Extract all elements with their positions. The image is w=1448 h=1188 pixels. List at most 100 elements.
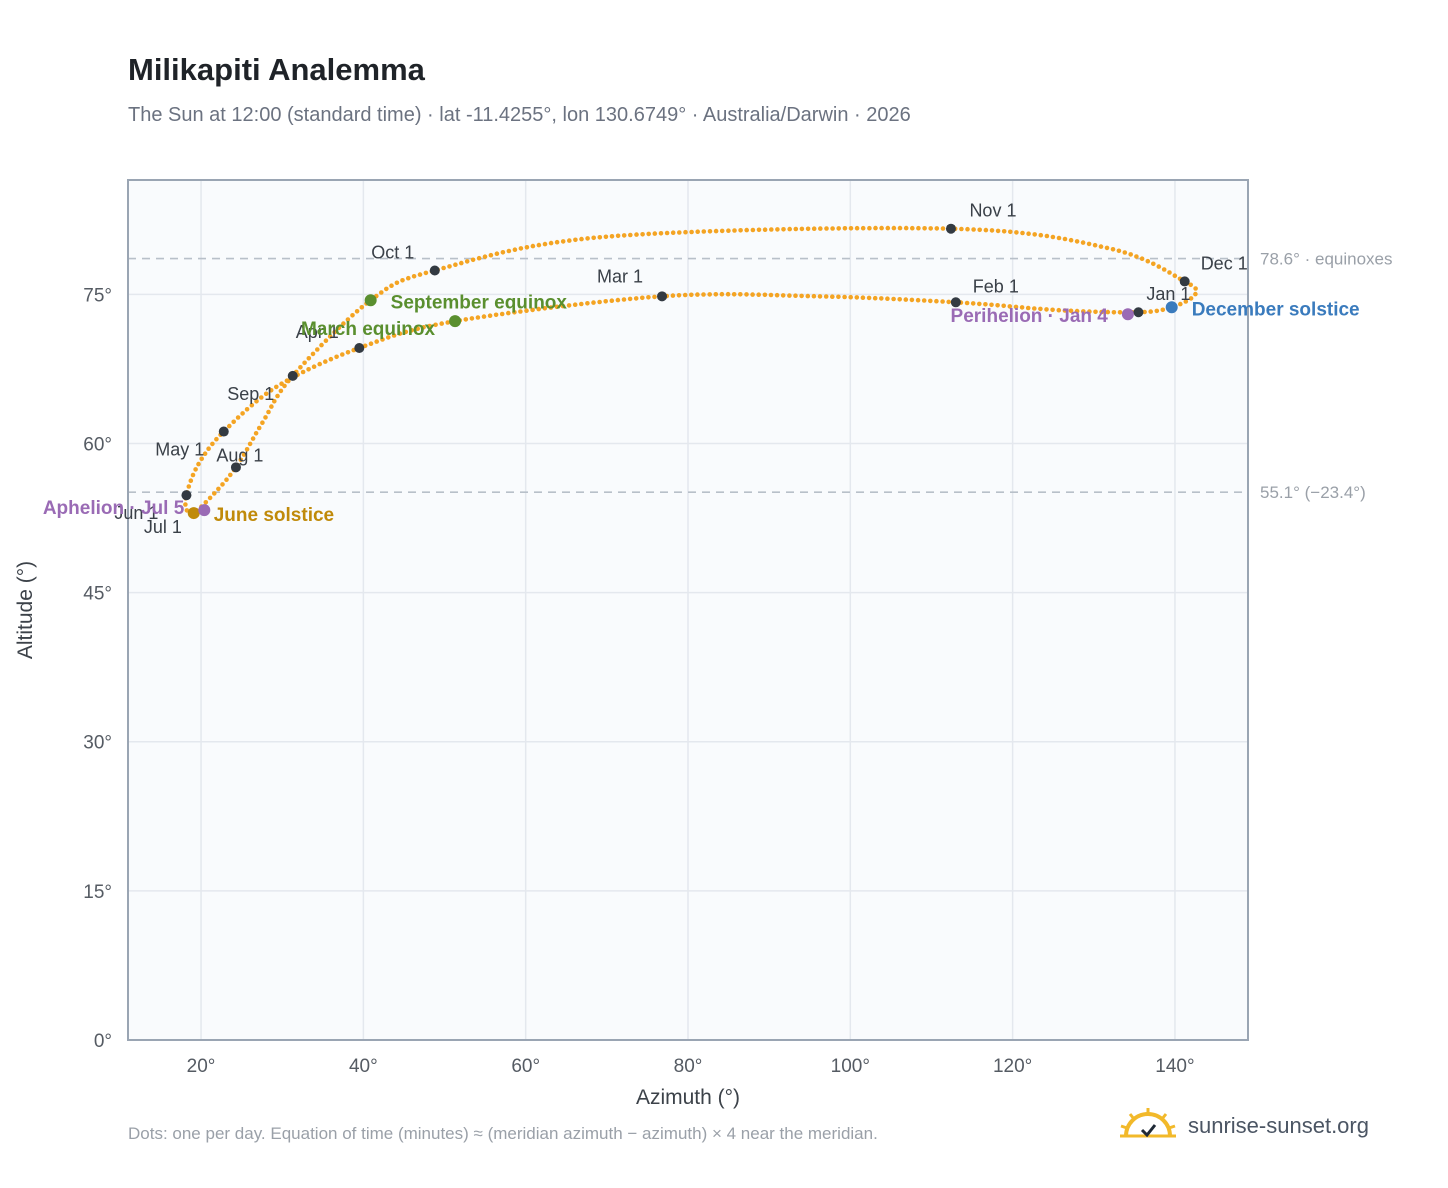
daily-sun-dot bbox=[1074, 308, 1080, 314]
daily-sun-dot bbox=[1050, 307, 1055, 313]
daily-sun-dot bbox=[400, 278, 405, 283]
daily-sun-dot bbox=[726, 228, 731, 233]
daily-sun-dot bbox=[1080, 240, 1086, 245]
daily-sun-dot bbox=[350, 313, 355, 318]
daily-sun-dot bbox=[530, 307, 535, 313]
x-tick-label: 40° bbox=[349, 1056, 378, 1077]
daily-sun-dot bbox=[391, 333, 397, 338]
daily-sun-dot bbox=[386, 335, 391, 340]
daily-sun-dot bbox=[811, 226, 817, 231]
daily-sun-dot bbox=[354, 309, 360, 314]
month-label: Jun 1 bbox=[114, 503, 158, 523]
daily-sun-dot bbox=[247, 441, 253, 447]
daily-sun-dot bbox=[572, 302, 578, 308]
daily-sun-dot bbox=[1014, 230, 1019, 235]
daily-sun-dot bbox=[744, 227, 749, 233]
daily-sun-dot bbox=[1154, 308, 1160, 314]
month-marker bbox=[945, 223, 956, 234]
daily-sun-dot bbox=[193, 467, 198, 472]
daily-sun-dot bbox=[240, 411, 245, 416]
daily-sun-dot bbox=[787, 226, 792, 232]
daily-sun-dot bbox=[278, 388, 284, 394]
sun-logo-icon bbox=[1120, 1108, 1176, 1138]
daily-sun-dot bbox=[310, 351, 316, 357]
daily-sun-dot bbox=[1105, 309, 1111, 315]
daily-sun-dot bbox=[591, 235, 596, 241]
month-marker bbox=[230, 462, 241, 473]
x-tick-label: 120° bbox=[993, 1056, 1032, 1077]
daily-sun-dot bbox=[186, 484, 192, 489]
daily-sun-dot bbox=[1193, 286, 1198, 291]
daily-sun-dot bbox=[707, 292, 712, 297]
daily-sun-dot bbox=[585, 236, 590, 241]
daily-sun-dot bbox=[518, 246, 524, 251]
daily-sun-dot bbox=[621, 233, 627, 238]
daily-sun-dot bbox=[1160, 307, 1166, 313]
daily-sun-dot bbox=[1013, 304, 1019, 310]
daily-sun-dot bbox=[406, 275, 411, 281]
daily-sun-dot bbox=[1193, 291, 1198, 297]
event-marker bbox=[364, 294, 377, 307]
daily-sun-dot bbox=[940, 299, 945, 304]
daily-sun-dot bbox=[447, 264, 452, 269]
event-marker bbox=[449, 315, 462, 328]
daily-sun-dot bbox=[459, 260, 464, 266]
daily-sun-dot bbox=[512, 247, 518, 252]
event-label: June solstice bbox=[214, 505, 334, 526]
daily-sun-dot bbox=[214, 436, 219, 442]
daily-sun-dot bbox=[259, 395, 264, 400]
daily-sun-dot bbox=[359, 305, 365, 310]
daily-sun-dot bbox=[1098, 244, 1104, 249]
daily-sun-dot bbox=[238, 457, 244, 463]
daily-sun-dot bbox=[183, 502, 188, 507]
daily-sun-dot bbox=[854, 225, 860, 231]
daily-sun-dot bbox=[1038, 232, 1044, 238]
daily-sun-dot bbox=[548, 240, 554, 246]
daily-sun-dot bbox=[903, 225, 909, 231]
daily-sun-dot bbox=[885, 225, 891, 231]
daily-sun-dot bbox=[317, 361, 323, 367]
daily-sun-dot bbox=[275, 393, 280, 399]
daily-sun-dot bbox=[646, 295, 651, 300]
daily-sun-dot bbox=[713, 228, 719, 234]
daily-sun-dot bbox=[860, 295, 866, 301]
month-marker bbox=[218, 426, 229, 437]
daily-sun-dot bbox=[336, 325, 342, 331]
daily-sun-dot bbox=[609, 298, 615, 304]
daily-sun-dot bbox=[1081, 309, 1086, 314]
daily-sun-dot bbox=[989, 302, 994, 308]
daily-sun-dot bbox=[921, 298, 927, 303]
daily-sun-dot bbox=[719, 228, 725, 234]
daily-sun-dot bbox=[603, 234, 609, 240]
daily-sun-dot bbox=[836, 294, 841, 300]
daily-sun-dot bbox=[946, 299, 951, 305]
daily-sun-dot bbox=[677, 230, 682, 235]
brand[interactable]: sunrise-sunset.org bbox=[1118, 1104, 1369, 1148]
daily-sun-dot bbox=[417, 272, 423, 277]
daily-sun-dot bbox=[762, 292, 768, 298]
daily-sun-dot bbox=[830, 226, 835, 231]
daily-sun-dot bbox=[499, 311, 505, 317]
month-label: Oct 1 bbox=[371, 242, 414, 262]
daily-sun-dot bbox=[1092, 242, 1098, 248]
daily-sun-dot bbox=[1142, 309, 1147, 315]
daily-sun-dot bbox=[793, 226, 799, 232]
daily-sun-dot bbox=[621, 297, 627, 302]
daily-sun-dot bbox=[300, 369, 306, 375]
daily-sun-dot bbox=[463, 317, 469, 322]
daily-sun-dot bbox=[818, 226, 823, 231]
daily-sun-dot bbox=[441, 265, 446, 271]
daily-sun-dot bbox=[922, 226, 927, 231]
daily-sun-dot bbox=[872, 295, 878, 301]
daily-sun-dot bbox=[1001, 303, 1006, 309]
daily-sun-dot bbox=[481, 314, 487, 319]
month-label: Feb 1 bbox=[973, 276, 1019, 296]
daily-sun-dot bbox=[266, 409, 271, 415]
daily-sun-dot bbox=[811, 293, 817, 299]
daily-sun-dot bbox=[1188, 296, 1194, 301]
daily-sun-dot bbox=[423, 270, 429, 276]
daily-sun-dot bbox=[231, 419, 236, 425]
daily-sun-dot bbox=[190, 472, 196, 478]
month-marker bbox=[181, 490, 192, 501]
daily-sun-dot bbox=[228, 472, 233, 478]
